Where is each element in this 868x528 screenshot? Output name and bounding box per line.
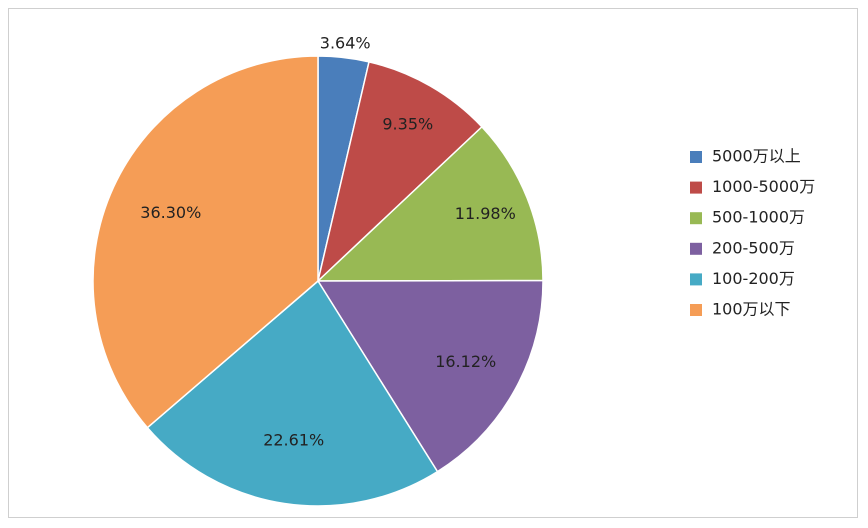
legend-swatch-1 xyxy=(690,151,702,163)
legend-label-5: 100-200万 xyxy=(712,269,795,288)
legend-swatch-2 xyxy=(690,181,702,194)
data-label-5: 22.61% xyxy=(263,431,324,450)
pie-slice-3 xyxy=(316,125,544,282)
data-label-4: 16.12% xyxy=(435,352,496,371)
legend-label-6: 100万以下 xyxy=(712,300,791,319)
legend-label-2: 1000-5000万 xyxy=(712,177,815,196)
pie-data-labels: 3.64% 9.35% 11.98% 16.12% 22.61% 36.30% xyxy=(140,34,516,450)
legend-label-1: 5000万以上 xyxy=(712,147,801,166)
legend: 5000万以上 1000-5000万 500-1000万 200-500万 100-20… xyxy=(690,147,815,319)
legend-swatch-3 xyxy=(690,212,702,225)
legend-label-3: 500-1000万 xyxy=(712,208,805,227)
legend-swatch-4 xyxy=(690,242,702,255)
pie-slice-5 xyxy=(146,279,439,507)
pie-slice-2 xyxy=(316,60,483,284)
data-label-2: 9.35% xyxy=(382,115,433,134)
data-label-6: 36.30% xyxy=(140,203,201,222)
pie-slices xyxy=(92,55,544,507)
pie-slice-6 xyxy=(92,55,319,429)
data-label-3: 11.98% xyxy=(455,204,516,223)
legend-swatch-6 xyxy=(690,304,702,316)
pie-slice-4 xyxy=(316,279,544,473)
legend-label-4: 200-500万 xyxy=(712,238,795,257)
legend-swatch-5 xyxy=(690,273,702,286)
data-label-1: 3.64% xyxy=(320,34,371,53)
